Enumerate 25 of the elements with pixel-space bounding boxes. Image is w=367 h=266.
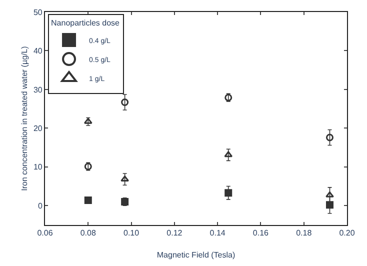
y-tick-label: 10	[33, 162, 43, 172]
x-tick-label: 0.16	[252, 228, 270, 238]
y-tick-label: 0	[38, 201, 43, 210]
point	[224, 189, 232, 197]
point	[224, 151, 233, 158]
y-tick-label: 50	[33, 8, 43, 17]
x-tick-label: 0.12	[166, 228, 183, 238]
y-axis-title: Iron concentration in treated water (µg/L)	[20, 46, 30, 191]
y-tick-label: 30	[33, 85, 43, 94]
x-tick-label: 0.18	[296, 228, 312, 238]
point	[326, 191, 334, 198]
y-tick-label: 40	[33, 46, 43, 56]
legend-title: Nanoparticles dose	[51, 18, 120, 28]
x-tick-label: 0.08	[80, 228, 96, 238]
x-tick-label: 0.06	[37, 228, 54, 238]
x-axis-title: Magnetic Field (Tesla)	[156, 250, 236, 260]
point	[121, 98, 129, 106]
point	[84, 196, 92, 204]
point	[326, 201, 334, 209]
x-tick-label: 0.20	[339, 228, 356, 238]
point	[326, 134, 334, 142]
y-tick-label: 20	[33, 124, 43, 133]
x-tick-label: 0.14	[210, 228, 226, 238]
x-tick-label: 0.10	[124, 228, 140, 238]
point	[120, 176, 130, 182]
